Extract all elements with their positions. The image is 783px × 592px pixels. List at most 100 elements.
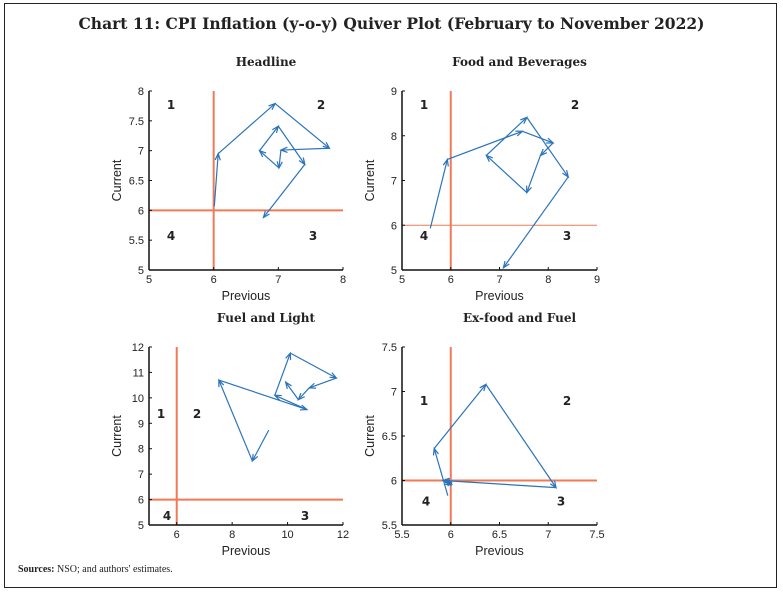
x-tick-label: 5 (399, 274, 405, 286)
chart-frame (4, 3, 777, 588)
x-tick-label: 5.5 (394, 529, 409, 541)
y-tick-label: 8 (138, 444, 144, 456)
subplot-title: Ex-food and Fuel (463, 311, 577, 325)
quiver-arrow (274, 103, 330, 149)
y-tick-label: 10 (132, 393, 144, 405)
quiver-arrow (429, 159, 448, 229)
y-axis-label: Current (363, 415, 377, 457)
quiver-arrow (274, 352, 291, 396)
subplot-title: Fuel and Light (217, 311, 316, 325)
x-tick-label: 10 (281, 529, 293, 541)
quiver-arrow (502, 176, 569, 269)
x-tick-label: 6 (211, 274, 217, 286)
quiver-arrowhead (284, 380, 292, 390)
quiver-arrow (297, 387, 310, 401)
quiver-arrow (218, 379, 308, 411)
x-tick-label: 7.5 (589, 529, 604, 541)
y-tick-label: 6.5 (129, 176, 144, 188)
quadrant-label: 3 (301, 509, 309, 523)
x-tick-label: 6 (174, 529, 180, 541)
x-axis-label: Previous (475, 289, 524, 303)
y-tick-label: 8 (391, 131, 397, 143)
quiver-arrow (213, 153, 219, 207)
quiver-arrow (522, 130, 554, 144)
quiver-arrow (290, 352, 337, 379)
y-tick-label: 5 (138, 520, 144, 532)
quadrant-label: 2 (563, 394, 571, 408)
quadrant-label: 2 (317, 98, 325, 112)
y-tick-label: 9 (138, 418, 144, 430)
x-tick-label: 6 (448, 529, 454, 541)
y-tick-label: 5.5 (382, 520, 397, 532)
quadrant-label: 4 (163, 509, 171, 523)
y-tick-label: 6 (391, 220, 397, 232)
quiver-arrow (259, 150, 280, 169)
quiver-arrow (285, 381, 299, 400)
x-tick-label: 7 (545, 529, 551, 541)
quiver-arrow (442, 479, 557, 489)
quadrant-label: 1 (157, 407, 165, 421)
x-tick-label: 7 (275, 274, 281, 286)
sources-text: NSO; and authors' estimates. (54, 564, 173, 575)
quiver-arrow (485, 154, 528, 194)
sources-note: Sources: NSO; and authors' estimates. (18, 564, 173, 575)
quiver-arrowhead (502, 260, 510, 270)
quiver-arrow (433, 384, 487, 449)
quiver-arrow (277, 125, 306, 165)
quiver-arrow (526, 155, 542, 193)
subplot-title: Headline (236, 55, 297, 69)
y-tick-label: 7 (138, 469, 144, 481)
quiver-arrow (308, 377, 337, 389)
chart-title: Chart 11: CPI Inflation (y-o-y) Quiver P… (78, 14, 705, 33)
y-tick-label: 6 (138, 495, 144, 507)
quiver-arrow (433, 448, 449, 496)
quiver-arrow (526, 117, 569, 178)
quiver-arrow (218, 379, 253, 462)
y-tick-label: 7 (391, 387, 397, 399)
quiver-arrow (262, 164, 306, 218)
x-axis-label: Previous (222, 289, 271, 303)
x-tick-label: 6 (448, 274, 454, 286)
y-tick-label: 5 (138, 265, 144, 277)
quadrant-label: 3 (557, 494, 565, 508)
quiver-arrow (259, 125, 279, 152)
y-tick-label: 6.5 (382, 431, 397, 443)
quiver-arrowhead (262, 210, 270, 219)
x-tick-label: 9 (594, 274, 600, 286)
x-tick-label: 8 (340, 274, 346, 286)
quadrant-label: 1 (420, 98, 428, 112)
quiver-arrow (251, 429, 270, 462)
y-tick-label: 11 (133, 367, 144, 379)
y-tick-label: 7 (391, 176, 397, 188)
y-tick-label: 5 (391, 265, 397, 277)
y-tick-label: 8 (138, 86, 144, 98)
y-tick-label: 9 (391, 86, 397, 98)
quiver-arrow (280, 147, 330, 151)
x-tick-label: 6.5 (492, 529, 507, 541)
quiver-arrow (274, 394, 308, 411)
quadrant-label: 2 (193, 407, 201, 421)
y-tick-label: 5.5 (129, 235, 144, 247)
y-axis-label: Current (110, 159, 124, 201)
quiver-arrow (447, 130, 523, 161)
x-tick-label: 12 (337, 529, 349, 541)
quiver-arrow (217, 103, 276, 155)
y-tick-label: 7.5 (382, 342, 397, 354)
quadrant-label: 4 (422, 494, 430, 508)
quadrant-label: 3 (563, 229, 571, 243)
x-tick-label: 5 (146, 274, 152, 286)
sources-label: Sources: (18, 564, 55, 575)
x-tick-label: 8 (229, 529, 235, 541)
quiver-arrow (485, 384, 557, 488)
y-tick-label: 6 (138, 205, 144, 217)
y-axis-label: Current (110, 415, 124, 457)
quiver-arrow (278, 150, 282, 169)
quiver-arrow (485, 116, 528, 156)
x-tick-label: 8 (545, 274, 551, 286)
x-axis-label: Previous (222, 544, 271, 558)
y-tick-label: 7 (138, 146, 144, 158)
quadrant-label: 3 (309, 229, 317, 243)
quiver-arrowhead (444, 477, 454, 486)
x-tick-label: 7 (496, 274, 502, 286)
